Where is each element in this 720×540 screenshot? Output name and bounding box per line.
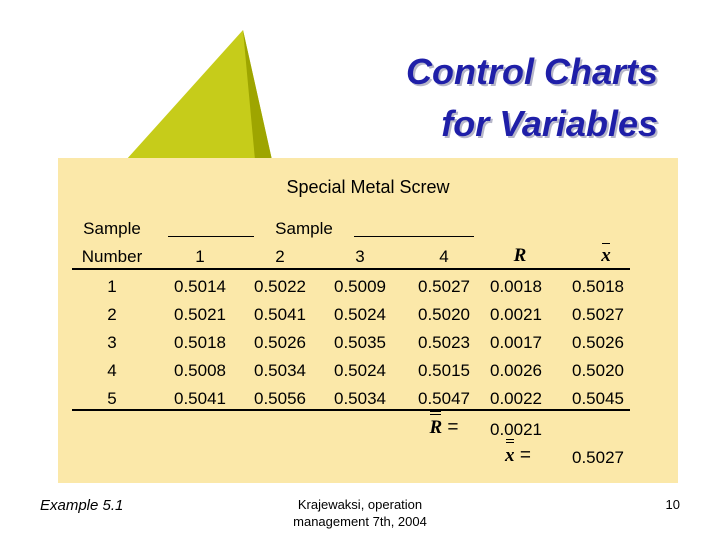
- mean-cell: 0.5027: [572, 305, 624, 324]
- sample-value-cell: 0.5056: [254, 389, 306, 408]
- mean-cell: 0.5045: [572, 389, 624, 408]
- mean-cell: 0.5018: [572, 277, 624, 296]
- sample-value-cell: 0.5047: [418, 389, 470, 408]
- r-bar-label: R =: [404, 411, 484, 439]
- range-cell: 0.0021: [490, 305, 542, 324]
- x-double-bar-equals: =: [519, 445, 531, 466]
- slide-title-line-2: for Variables: [441, 103, 658, 144]
- sample-value-cell: 0.5021: [174, 305, 226, 324]
- sample-value-cell: 0.5041: [254, 305, 306, 324]
- sample-col-header-4: 4: [439, 247, 449, 266]
- x-double-bar-value: 0.5027: [572, 448, 624, 467]
- sample-number-cell: 5: [107, 389, 117, 408]
- sample-value-cell: 0.5020: [418, 305, 470, 324]
- example-label: Example 5.1: [40, 497, 124, 514]
- mean-cell: 0.5020: [572, 361, 624, 380]
- source-line-1: Krajewaksi, operation: [297, 497, 423, 512]
- x-double-bar-label: x =: [478, 439, 558, 467]
- table-panel: Special Metal Screw Sample Number Sample…: [58, 158, 678, 483]
- source-line-2: management 7th, 2004: [293, 514, 427, 529]
- table-caption: Special Metal Screw: [286, 177, 450, 197]
- r-bar-value: 0.0021: [490, 420, 542, 439]
- r-bar-equals: =: [447, 417, 459, 438]
- mean-col-header-text: x: [601, 243, 611, 266]
- sample-col-header-3: 3: [355, 247, 365, 266]
- sample-value-cell: 0.5035: [334, 333, 386, 352]
- sample-value-cell: 0.5018: [174, 333, 226, 352]
- sample-value-cell: 0.5015: [418, 361, 470, 380]
- header-rule: [72, 268, 630, 270]
- sample-number-cell: 1: [107, 277, 117, 296]
- range-cell: 0.0022: [490, 389, 542, 408]
- range-col-header-text: R: [513, 245, 527, 266]
- x-double-bar-symbol: x: [505, 439, 515, 466]
- sample-group-header: Sample: [275, 219, 333, 238]
- mean-col-header: x: [566, 243, 646, 267]
- sample-value-cell: 0.5024: [334, 305, 386, 324]
- sample-value-cell: 0.5034: [254, 361, 306, 380]
- sample-col-header-1: 1: [195, 247, 205, 266]
- sample-value-cell: 0.5027: [418, 277, 470, 296]
- range-col-header: R: [480, 245, 560, 267]
- sample-number-cell: 2: [107, 305, 117, 324]
- header-group-line-left: [168, 236, 254, 237]
- sample-value-cell: 0.5008: [174, 361, 226, 380]
- sample-value-cell: 0.5014: [174, 277, 226, 296]
- sample-number-cell: 3: [107, 333, 117, 352]
- slide-title-line-1: Control Charts: [406, 51, 658, 92]
- sample-value-cell: 0.5026: [254, 333, 306, 352]
- sample-number-header-line-1: Sample: [83, 219, 141, 238]
- sample-value-cell: 0.5009: [334, 277, 386, 296]
- body-rule: [72, 409, 630, 411]
- sample-number-header-line-2: Number: [81, 247, 143, 266]
- sample-value-cell: 0.5022: [254, 277, 306, 296]
- sample-number-cell: 4: [107, 361, 117, 380]
- sample-value-cell: 0.5034: [334, 389, 386, 408]
- range-cell: 0.0017: [490, 333, 542, 352]
- sample-value-cell: 0.5023: [418, 333, 470, 352]
- r-bar-symbol: R: [429, 411, 443, 438]
- mean-cell: 0.5026: [572, 333, 624, 352]
- page-number: 10: [665, 497, 680, 512]
- range-cell: 0.0018: [490, 277, 542, 296]
- range-cell: 0.0026: [490, 361, 542, 380]
- header-group-line-right: [354, 236, 474, 237]
- sample-value-cell: 0.5041: [174, 389, 226, 408]
- sample-value-cell: 0.5024: [334, 361, 386, 380]
- sample-col-header-2: 2: [275, 247, 285, 266]
